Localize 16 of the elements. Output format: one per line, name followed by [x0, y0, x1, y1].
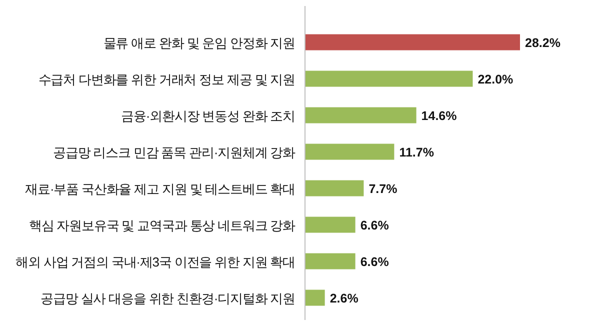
data-label: 22.0% — [478, 72, 514, 86]
data-label: 14.6% — [421, 108, 457, 123]
category-label: 핵심 자원보유국 및 교역국과 통상 네트워크 강화 — [28, 218, 295, 233]
category-label: 공급망 실사 대응을 위한 친환경·디지털화 지원 — [40, 290, 295, 306]
data-label: 11.7% — [399, 145, 434, 160]
category-label: 금융·외환시장 변동성 완화 조치 — [121, 108, 295, 124]
data-label: 6.6% — [360, 218, 389, 232]
data-label: 6.6% — [360, 254, 389, 269]
category-label: 재료·부품 국산화율 제고 지원 및 테스트베드 확대 — [25, 181, 295, 196]
category-label: 공급망 리스크 민감 품목 관리·지원체계 강화 — [53, 144, 295, 160]
category-label: 수급처 다변화를 위한 거래처 정보 제공 및 지원 — [38, 72, 295, 87]
data-label: 28.2% — [525, 36, 560, 50]
category-label: 물류 애로 완화 및 운임 안정화 지원 — [103, 35, 295, 50]
data-label: 7.7% — [368, 182, 398, 196]
category-label: 해외 사업 거점의 국내·제3국 이전을 위한 지원 확대 — [16, 254, 295, 270]
data-label: 2.6% — [330, 291, 358, 306]
